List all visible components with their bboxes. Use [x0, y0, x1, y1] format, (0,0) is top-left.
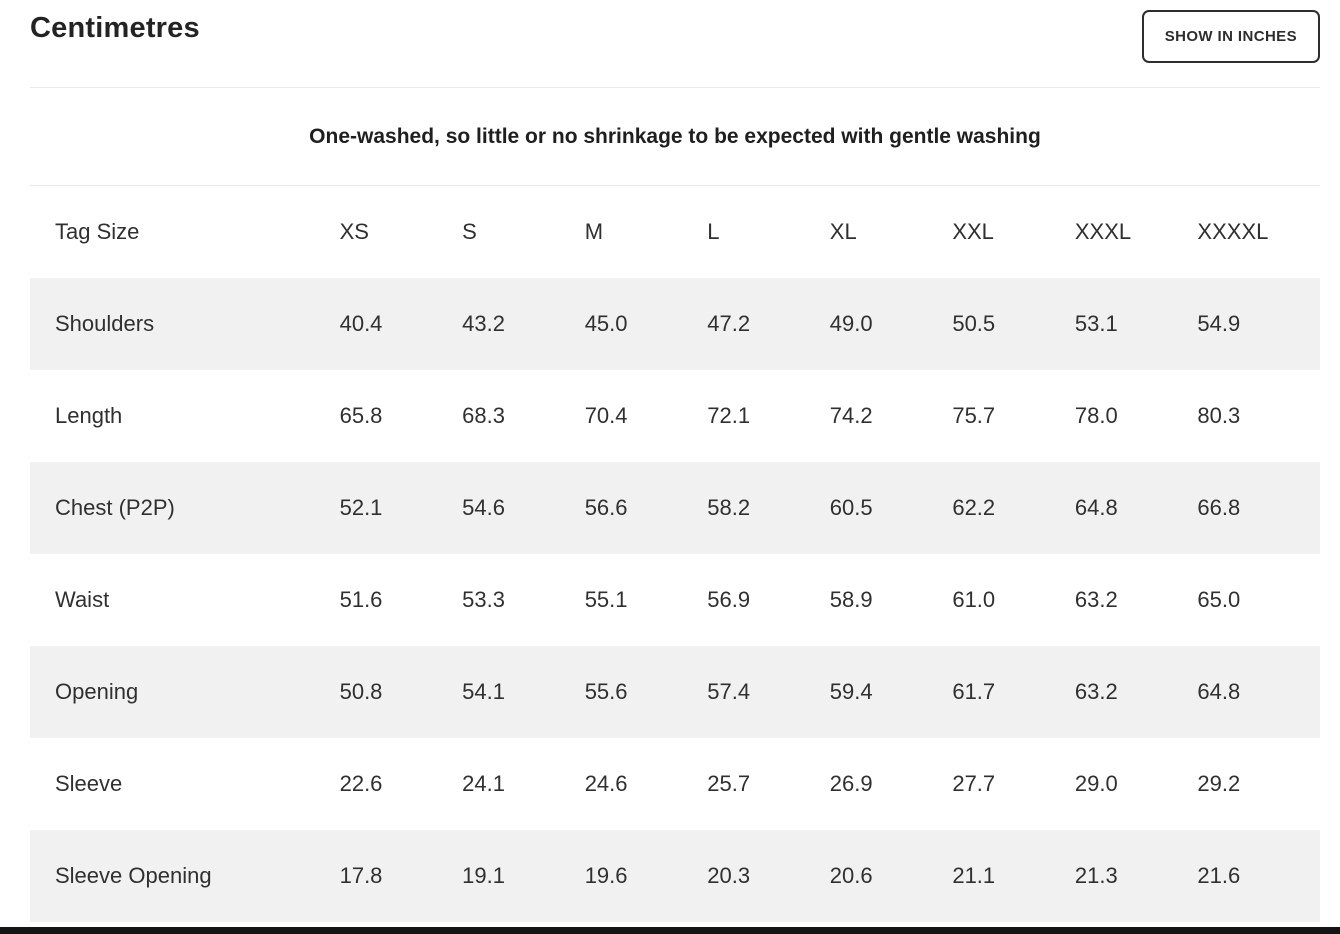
measurement-cell: 74.2: [829, 403, 873, 428]
column-header-size-m: M: [584, 219, 604, 244]
measurement-cell: 59.4: [829, 679, 873, 704]
measurement-cell: 50.8: [339, 679, 383, 704]
measurement-cell: 57.4: [707, 679, 751, 704]
table-row: Opening 50.8 54.1 55.6 57.4 59.4 61.7 63.2 64.8: [30, 646, 1320, 738]
measurement-cell: 64.8: [1074, 495, 1118, 520]
row-label: Chest (P2P): [55, 495, 175, 520]
measurement-cell: 61.7: [952, 679, 996, 704]
measurement-cell: 55.1: [584, 587, 628, 612]
measurement-cell: 22.6: [339, 771, 383, 796]
measurement-cell: 58.2: [707, 495, 751, 520]
measurement-cell: 40.4: [339, 311, 383, 336]
measurement-cell: 54.6: [462, 495, 505, 520]
measurement-cell: 54.9: [1197, 311, 1241, 336]
measurement-cell: 43.2: [462, 311, 505, 336]
column-header-size-xl: XL: [829, 219, 857, 244]
measurement-cell: 58.9: [829, 587, 873, 612]
row-label: Opening: [55, 679, 139, 704]
measurement-cell: 64.8: [1197, 679, 1241, 704]
measurement-cell: 47.2: [707, 311, 751, 336]
row-label: Sleeve: [55, 771, 123, 796]
measurement-cell: 17.8: [339, 863, 383, 888]
table-row: Length 65.8 68.3 70.4 72.1 74.2 75.7 78.0 80.3: [30, 370, 1320, 462]
measurement-cell: 20.3: [707, 863, 751, 888]
column-header-size-l: L: [707, 219, 720, 244]
column-header-size-xxxl: XXXL: [1074, 219, 1132, 244]
row-label: Waist: [55, 587, 110, 612]
table-row: Sleeve 22.6 24.1 24.6 25.7 26.9 27.7 29.0 29.2: [30, 738, 1320, 830]
measurement-cell: 29.2: [1197, 771, 1241, 796]
page-title: Centimetres: [30, 12, 200, 44]
size-table-body: Shoulders 40.4 43.2 45.0 47.2 49.0 50.5 53.1 54.…: [30, 278, 1320, 922]
row-label: Sleeve Opening: [55, 863, 212, 888]
size-table: Tag Size XS S M L XL XXL XXXL XXXXL Shoulders 40.…: [30, 186, 1320, 922]
measurement-cell: 50.5: [952, 311, 996, 336]
measurement-cell: 53.3: [462, 587, 505, 612]
measurement-cell: 19.6: [584, 863, 628, 888]
table-row: Waist 51.6 53.3 55.1 56.9 58.9 61.0 63.2 65.0: [30, 554, 1320, 646]
measurement-cell: 45.0: [584, 311, 628, 336]
shrinkage-note-band: One-washed, so little or no shrinkage to…: [30, 88, 1320, 186]
row-label: Shoulders: [55, 311, 155, 336]
size-table-head-row: Tag Size XS S M L XL XXL XXXL XXXXL: [30, 186, 1320, 278]
table-row: Chest (P2P) 52.1 54.6 56.6 58.2 60.5 62.2 64.8 6…: [30, 462, 1320, 554]
row-label: Length: [55, 403, 123, 428]
measurement-cell: 56.9: [707, 587, 751, 612]
measurement-cell: 54.1: [462, 679, 505, 704]
measurement-cell: 62.2: [952, 495, 996, 520]
measurement-cell: 65.0: [1197, 587, 1241, 612]
measurement-cell: 26.9: [829, 771, 873, 796]
measurement-cell: 19.1: [462, 863, 505, 888]
measurement-cell: 65.8: [339, 403, 383, 428]
measurement-cell: 21.3: [1074, 863, 1118, 888]
measurement-cell: 53.1: [1074, 311, 1118, 336]
measurement-cell: 75.7: [952, 403, 996, 428]
table-row: Shoulders 40.4 43.2 45.0 47.2 49.0 50.5 53.1 54.…: [30, 278, 1320, 370]
shrinkage-note: One-washed, so little or no shrinkage to…: [309, 124, 1041, 148]
size-chart-header: Centimetres SHOW IN INCHES: [30, 0, 1320, 88]
column-header-size-xxl: XXL: [952, 219, 994, 244]
measurement-cell: 56.6: [584, 495, 628, 520]
measurement-cell: 72.1: [707, 403, 751, 428]
measurement-cell: 49.0: [829, 311, 873, 336]
column-header-size-xxxxl: XXXXL: [1197, 219, 1269, 244]
measurement-cell: 61.0: [952, 587, 996, 612]
measurement-cell: 66.8: [1197, 495, 1241, 520]
measurement-cell: 63.2: [1074, 587, 1118, 612]
show-in-inches-button[interactable]: SHOW IN INCHES: [1141, 10, 1320, 63]
measurement-cell: 52.1: [339, 495, 383, 520]
measurement-cell: 60.5: [829, 495, 873, 520]
measurement-cell: 55.6: [584, 679, 628, 704]
measurement-cell: 21.6: [1197, 863, 1241, 888]
measurement-cell: 24.6: [584, 771, 628, 796]
measurement-cell: 68.3: [462, 403, 505, 428]
measurement-cell: 20.6: [829, 863, 873, 888]
column-header-size-xs: XS: [339, 219, 369, 244]
column-header-tag-size: Tag Size: [55, 219, 140, 244]
measurement-cell: 21.1: [952, 863, 996, 888]
measurement-cell: 24.1: [462, 771, 505, 796]
measurement-cell: 27.7: [952, 771, 996, 796]
measurement-cell: 80.3: [1197, 403, 1241, 428]
page-bottom-bar: [0, 927, 1340, 934]
measurement-cell: 29.0: [1074, 771, 1118, 796]
table-row: Sleeve Opening 17.8 19.1 19.6 20.3 20.6 21.1 21…: [30, 830, 1320, 922]
measurement-cell: 51.6: [339, 587, 383, 612]
measurement-cell: 78.0: [1074, 403, 1118, 428]
measurement-cell: 70.4: [584, 403, 628, 428]
column-header-size-s: S: [462, 219, 477, 244]
measurement-cell: 25.7: [707, 771, 751, 796]
measurement-cell: 63.2: [1074, 679, 1118, 704]
